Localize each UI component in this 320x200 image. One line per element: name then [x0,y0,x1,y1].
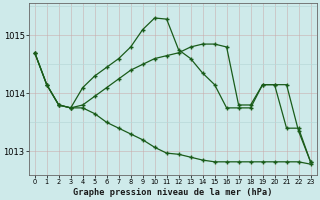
X-axis label: Graphe pression niveau de la mer (hPa): Graphe pression niveau de la mer (hPa) [73,188,272,197]
